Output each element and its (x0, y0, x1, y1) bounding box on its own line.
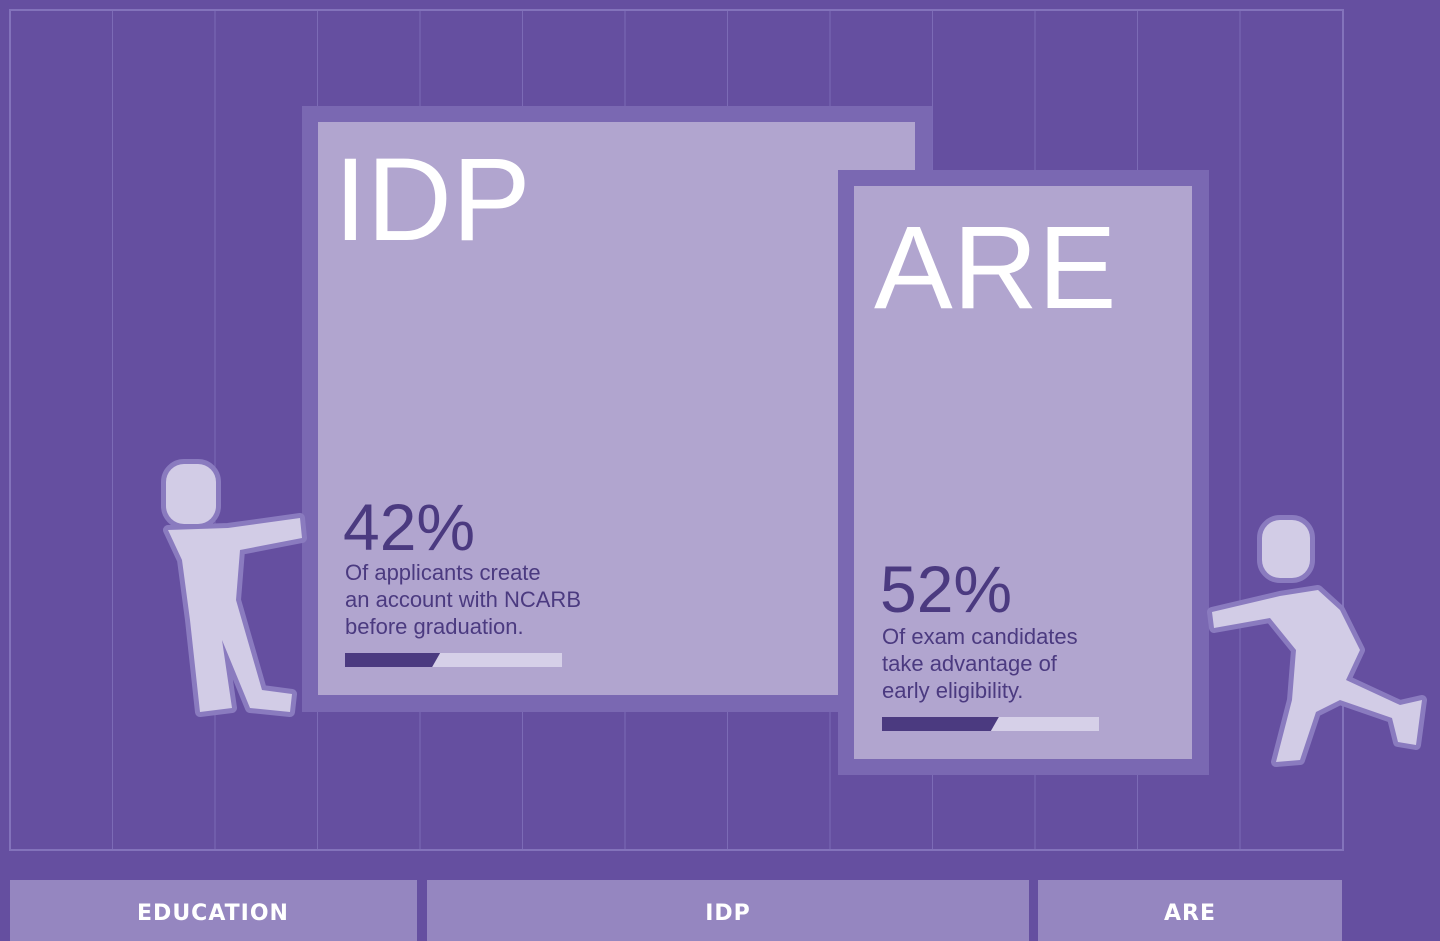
grid-border (9, 9, 1344, 851)
card (854, 186, 1192, 759)
card-title: ARE (874, 202, 1117, 334)
stat-text: before graduation. (345, 614, 524, 639)
bar-fill (882, 717, 999, 731)
progress-bar (345, 653, 562, 667)
stat-text: Of applicants create (345, 560, 541, 585)
progress-bar (882, 717, 1099, 731)
figure-right-fill (1212, 520, 1422, 762)
footer-label: ARE (1164, 901, 1216, 926)
stat-text: take advantage of (882, 651, 1058, 676)
bar-fill (345, 653, 441, 667)
stat-text: Of exam candidates (882, 624, 1078, 649)
footer-label: EDUCATION (137, 901, 289, 926)
stat-value: 42% (343, 490, 475, 564)
footer-label: IDP (705, 901, 751, 926)
stat-value: 52% (880, 552, 1012, 626)
figure-left-fill (166, 464, 302, 712)
footer-tab (427, 880, 1029, 941)
stat-text: an account with NCARB (345, 587, 581, 612)
card-title: IDP (334, 134, 531, 266)
footer-tab (1038, 880, 1342, 941)
stat-text: early eligibility. (882, 678, 1023, 703)
footer-tab (10, 880, 417, 941)
card (318, 122, 915, 695)
